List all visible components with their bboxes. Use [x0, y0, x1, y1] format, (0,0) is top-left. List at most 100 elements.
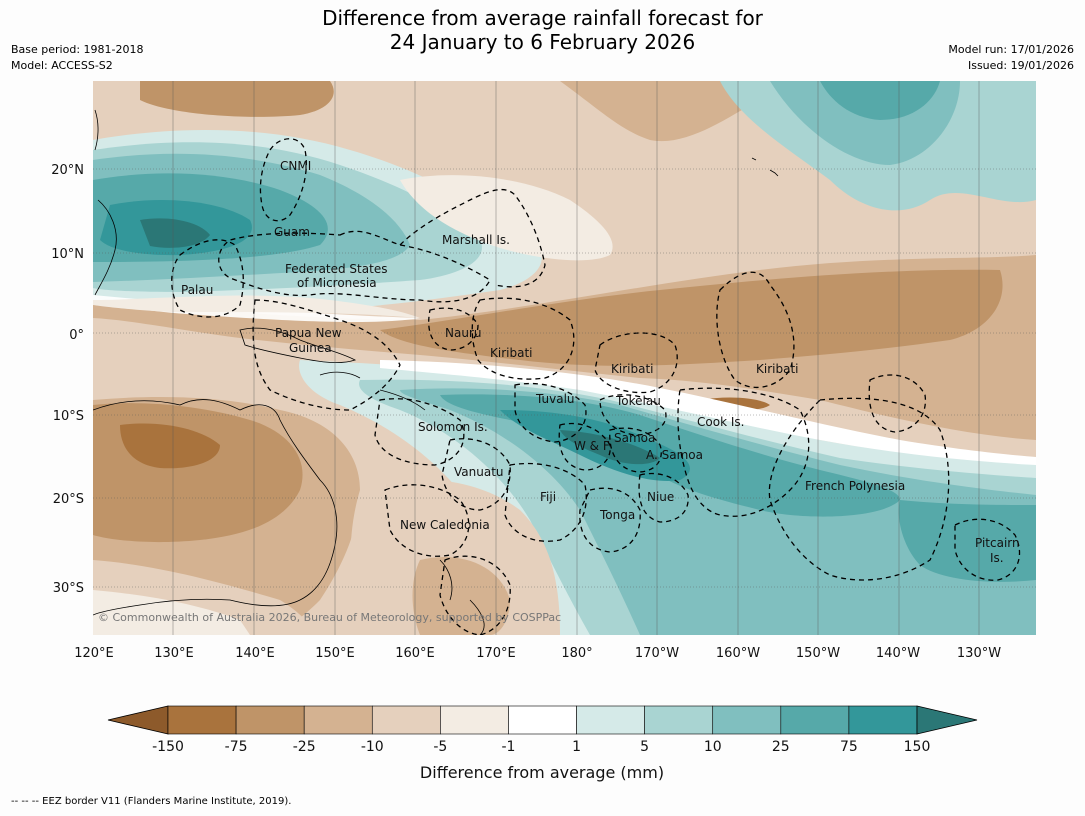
label-fsm-1: Federated States — [285, 262, 387, 276]
meta-right: Model run: 17/01/2026 Issued: 19/01/2026 — [948, 42, 1074, 74]
label-marshall: Marshall Is. — [442, 233, 510, 247]
colorbar-swatch — [508, 705, 577, 735]
eez-french-polynesia — [768, 397, 950, 581]
tasman-dry-core — [412, 556, 510, 635]
colorbar-tick-label: 1 — [572, 739, 581, 755]
lon-label-170w: 170°W — [635, 646, 679, 661]
label-cook: Cook Is. — [697, 415, 744, 429]
label-guam: Guam — [274, 225, 310, 239]
philippines-coastline — [94, 109, 117, 296]
label-pitcairn-2: Is. — [990, 551, 1004, 565]
label-nauru: Nauru — [445, 326, 481, 340]
label-tonga: Tonga — [599, 508, 635, 522]
label-solomon: Solomon Is. — [418, 420, 488, 434]
eez-vanuatu — [441, 438, 511, 511]
eez-samoa — [609, 427, 662, 473]
colorbar-tick-label: -25 — [293, 739, 316, 755]
eez-marshall — [399, 188, 546, 288]
meridians — [172, 81, 980, 635]
label-french-polynesia: French Polynesia — [805, 479, 905, 493]
lat-label-20s: 20°S — [53, 492, 84, 507]
lon-label-130w: 130°W — [957, 646, 1001, 661]
lat-label-30s: 30°S — [53, 581, 84, 596]
new-zealand-coastline — [439, 559, 485, 635]
latitude-axis: 20°N 10°N 0° 10°S 20°S 30°S — [51, 163, 84, 596]
eez-wallis-futuna — [558, 422, 611, 471]
equatorial-dry-core — [380, 269, 1003, 366]
north-dry-region — [93, 81, 800, 142]
colorbar-ticks: -150 -75 -25 -10 -5 -1 1 5 10 25 75 150 — [152, 739, 930, 755]
eez-marquesas — [868, 374, 927, 433]
label-tokelau: Tokelau — [615, 394, 661, 408]
label-kiribati-east: Kiribati — [756, 362, 798, 376]
colorbar-tick-label: -1 — [501, 739, 515, 755]
longitude-axis: 120°E 130°E 140°E 150°E 160°E 170°E 180°… — [74, 646, 1001, 661]
colorbar-swatch — [440, 705, 509, 735]
eez-png — [252, 299, 401, 411]
colorbar-swatch — [848, 705, 918, 735]
new-guinea-coastline — [239, 327, 357, 364]
colorbar: -150 -75 -25 -10 -5 -1 1 5 10 25 75 150 Difference … — [107, 705, 978, 782]
copyright-text: © Commonwealth of Australia 2026, Bureau… — [98, 611, 561, 624]
issued-date: Issued: 19/01/2026 — [967, 59, 1074, 72]
meta-left: Base period: 1981-2018 Model: ACCESS-S2 — [11, 42, 143, 74]
lat-label-equator: 0° — [69, 328, 84, 343]
gridlines — [93, 168, 1036, 588]
colorbar-swatch — [303, 705, 373, 735]
label-niue: Niue — [647, 490, 674, 504]
label-tuvalu: Tuvalu — [535, 392, 575, 406]
neutral-band-west — [93, 295, 420, 322]
colorbar-swatch — [235, 705, 305, 735]
label-png-1: Papua New — [275, 326, 342, 340]
north-neutral-region — [400, 175, 613, 261]
eez-pitcairn — [954, 518, 1021, 581]
northeast-wet-core — [820, 81, 940, 120]
neutral-band-spcz — [380, 360, 1036, 465]
colorbar-tick-label: 5 — [640, 739, 649, 755]
eez-niue — [638, 472, 689, 523]
colorbar-swatch — [780, 705, 850, 735]
label-fsm-2: of Micronesia — [297, 276, 377, 290]
eez-tuvalu — [514, 382, 587, 443]
label-vanuatu: Vanuatu — [454, 465, 504, 479]
colorbar-tick-label: 75 — [840, 739, 858, 755]
label-palau: Palau — [181, 283, 213, 297]
label-kiribati-west: Kiribati — [490, 346, 532, 360]
lon-label-140e: 140°E — [235, 646, 275, 661]
colorbar-tick-label: 25 — [772, 739, 790, 755]
lon-label-160e: 160°E — [395, 646, 435, 661]
eez-kiribati-gilbert — [471, 297, 575, 380]
eez-solomon — [374, 398, 465, 466]
eez-kiribati-phoenix — [594, 332, 678, 394]
title-line-2: 24 January to 6 February 2026 — [389, 30, 696, 54]
colorbar-swatch — [167, 705, 237, 735]
lat-label-10s: 10°S — [53, 409, 84, 424]
lon-label-170e: 170°E — [476, 646, 516, 661]
colorbar-title: Difference from average (mm) — [420, 763, 664, 782]
eez-nauru — [428, 307, 479, 351]
southeast-wet-strong — [898, 500, 1036, 582]
label-png-2: Guinea — [289, 341, 332, 355]
lat-label-20n: 20°N — [51, 163, 84, 178]
region-labels: CNMI Guam Marshall Is. Federated States … — [181, 159, 1020, 565]
map-title: Difference from average rainfall forecas… — [0, 6, 1085, 54]
north-dry-core — [140, 81, 334, 117]
lon-label-130e: 130°E — [154, 646, 194, 661]
rainfall-field: © Commonwealth of Australia 2026, Bureau… — [93, 81, 1036, 635]
label-cnmi: CNMI — [280, 159, 311, 173]
label-new-caledonia: New Caledonia — [400, 518, 490, 532]
eez-new-caledonia — [384, 484, 470, 557]
new-britain-coastline — [319, 371, 361, 379]
wpac-wet-peak — [140, 218, 210, 248]
colorbar-tick-label: 150 — [904, 739, 931, 755]
eez-footer-note: -- -- -- EEZ border V11 (Flanders Marine… — [11, 796, 292, 807]
solomon-coastline — [379, 389, 426, 411]
model-run: Model run: 17/01/2026 — [948, 43, 1074, 56]
lon-label-150e: 150°E — [315, 646, 355, 661]
lon-label-180: 180° — [561, 646, 592, 661]
spcz-wet-mid — [400, 388, 1036, 635]
eez-cook — [677, 387, 810, 517]
label-samoa: Samoa — [614, 431, 655, 445]
title-line-1: Difference from average rainfall forecas… — [322, 6, 763, 30]
colorbar-extend-high — [916, 705, 978, 735]
